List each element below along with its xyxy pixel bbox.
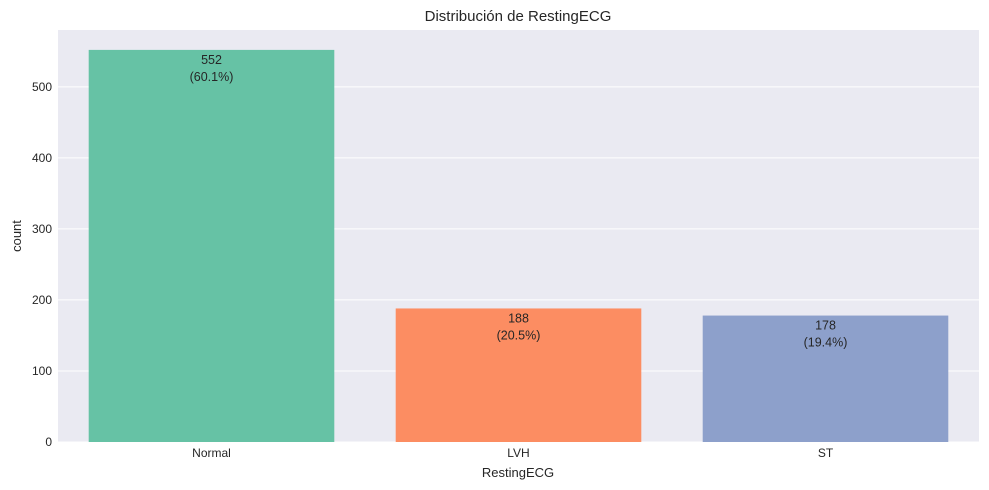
x-tick-label: Normal: [192, 446, 231, 460]
data-labels: 552 (60.1%) 188 (20.5%) 178 (19.4%): [190, 53, 848, 350]
y-tick-label: 400: [32, 151, 52, 165]
data-label-count: 552: [201, 53, 222, 67]
x-axis-label: RestingECG: [482, 465, 554, 480]
data-label-percent: (60.1%): [190, 70, 234, 84]
chart-title: Distribución de RestingECG: [425, 8, 612, 25]
data-label-count: 178: [815, 319, 836, 333]
x-axis-ticks: Normal LVH ST: [192, 446, 834, 460]
y-tick-label: 200: [32, 293, 52, 307]
y-tick-label: 0: [45, 435, 52, 449]
y-axis-label: count: [9, 220, 24, 252]
data-label-count: 188: [508, 311, 529, 325]
x-tick-label: ST: [818, 446, 834, 460]
bar-normal: [88, 49, 335, 443]
y-axis-ticks: 0 100 200 300 400 500: [32, 80, 52, 449]
data-label-percent: (19.4%): [804, 336, 848, 350]
y-tick-label: 100: [32, 364, 52, 378]
x-tick-label: LVH: [507, 446, 529, 460]
data-label-percent: (20.5%): [497, 328, 541, 342]
y-tick-label: 500: [32, 80, 52, 94]
bar-st: [702, 315, 949, 442]
bars: [88, 49, 949, 443]
bar-lvh: [395, 308, 642, 442]
y-tick-label: 300: [32, 222, 52, 236]
